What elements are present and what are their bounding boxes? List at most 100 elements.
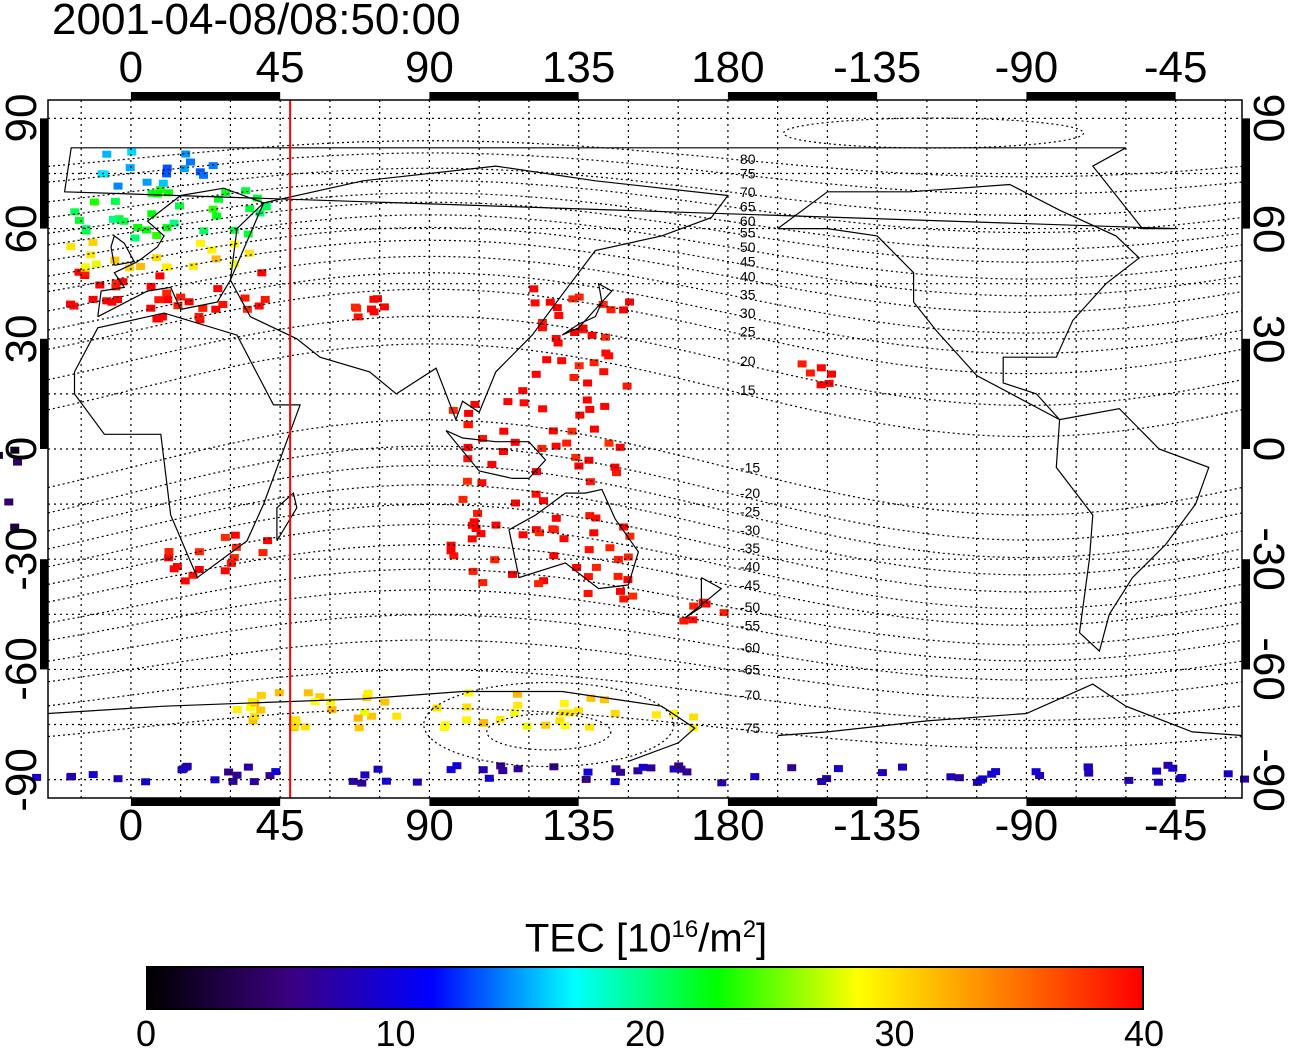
contour--70 (47, 669, 1243, 722)
tec-point (184, 298, 194, 306)
tec-point (498, 767, 508, 775)
contour-label: 45 (740, 254, 756, 270)
tec-point (113, 182, 123, 190)
contour-70 (47, 167, 1243, 217)
tec-point (622, 382, 632, 390)
contour--25 (47, 464, 1243, 559)
tec-point (162, 289, 172, 297)
tec-point (263, 537, 273, 545)
contour--65 (47, 639, 1243, 700)
tick-top-label: 0 (118, 43, 144, 92)
frame-seg-top (1026, 92, 1176, 100)
tec-point (213, 285, 223, 293)
tec-point (67, 772, 76, 780)
tec-point (1124, 776, 1134, 784)
contour--20 (47, 445, 1243, 541)
tec-point (91, 260, 101, 268)
tec-point (535, 529, 544, 537)
tec-point (0, 451, 3, 459)
tec-point (246, 704, 256, 712)
tec-point (66, 300, 75, 308)
tec-point (363, 689, 373, 697)
tec-point (487, 460, 497, 468)
tick-left-label: -90 (0, 747, 46, 812)
tec-point (539, 577, 549, 585)
contour--60 (47, 614, 1243, 681)
tec-point (589, 359, 599, 367)
tec-point (554, 312, 564, 319)
tec-point (152, 232, 162, 239)
tec-point (571, 453, 581, 461)
contour-label: -40 (740, 559, 760, 575)
tec-point (610, 709, 620, 717)
tec-point (538, 324, 547, 332)
tec-point (638, 763, 648, 771)
contour-20 (47, 315, 1243, 407)
tec-point (565, 709, 574, 717)
tec-point (519, 399, 529, 407)
tec-point (619, 523, 629, 531)
tec-point (169, 219, 179, 227)
tec-point (162, 170, 172, 178)
tec-point (534, 580, 544, 588)
tec-point (604, 352, 614, 360)
tec-point (473, 509, 483, 517)
tec-point (633, 767, 643, 775)
tec-point (549, 552, 559, 560)
tick-top-label: 45 (255, 43, 305, 92)
tec-point (114, 215, 124, 223)
tec-point (110, 256, 120, 264)
coast-africa (73, 312, 301, 579)
tec-point (518, 387, 528, 395)
tick-bottom-label: 90 (404, 801, 454, 850)
tec-point (257, 269, 267, 277)
tec-point (449, 552, 459, 560)
tec-point (249, 778, 259, 786)
tec-point (1035, 772, 1045, 779)
tec-point (155, 272, 165, 280)
tec-region-3 (97, 148, 218, 190)
contour-label: -30 (740, 522, 760, 538)
tec-point (207, 246, 217, 254)
tec-point (291, 717, 301, 725)
frame-seg-top (727, 92, 878, 100)
tec-point (717, 779, 727, 787)
tec-point (220, 533, 230, 541)
tec-point (470, 400, 480, 408)
tec-point (477, 479, 487, 487)
tec-point (229, 260, 239, 268)
tec-point (568, 295, 578, 303)
tec-point (13, 458, 22, 466)
tec-point (109, 215, 118, 223)
coast-antarctica-b (777, 683, 1243, 737)
tec-point (954, 774, 964, 782)
tec-point (583, 573, 593, 581)
tec-point (113, 775, 123, 783)
contour--15 (47, 419, 1243, 516)
tec-point (182, 762, 192, 770)
tec-point (353, 714, 363, 722)
tec-point (898, 763, 907, 771)
tec-point (158, 179, 168, 187)
tec-point (605, 544, 615, 552)
frame-seg-left (40, 559, 48, 670)
contour-label: -35 (740, 540, 760, 556)
tec-point (310, 698, 320, 706)
tec-point (271, 768, 281, 776)
contour-45 (47, 226, 1243, 297)
tec-point (173, 302, 183, 310)
tec-point (1083, 763, 1093, 771)
tec-point (211, 255, 221, 263)
tec-point (256, 706, 266, 714)
tec-region-8 (679, 598, 729, 625)
tec-point (210, 776, 220, 784)
tec-point (379, 303, 389, 311)
contour-label: -70 (740, 687, 760, 703)
tec-point (226, 559, 236, 567)
tec-point (300, 723, 310, 731)
tec-point (369, 308, 379, 316)
frame-seg-right (1242, 559, 1250, 670)
lat-lon-grid (48, 100, 1242, 798)
